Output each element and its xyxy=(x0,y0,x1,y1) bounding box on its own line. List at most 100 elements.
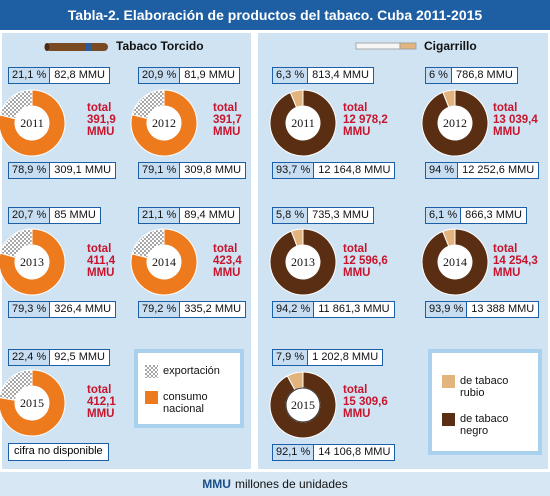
label-bottom-tabaco-2013: 79,3 % 326,4 MMU xyxy=(8,301,117,318)
label-top-cigarrillo-2015: 7,9 % 1 202,8 MMU xyxy=(272,349,384,366)
total-line-cigarrillo-2015-1: 15 309,6 xyxy=(343,396,388,408)
year-label-cigarrillo-2011: 2011 xyxy=(291,116,315,130)
total-tabaco-2011: total 391,9 MMU xyxy=(87,102,116,138)
donut-tabaco-2014: 2014 xyxy=(130,228,198,296)
label-bottom-tabaco-2014: 79,2 % 335,2 MMU xyxy=(138,301,247,318)
donut-hole-cigarrillo-2015 xyxy=(285,387,321,423)
total-line-cigarrillo-2012-0: total xyxy=(493,102,518,114)
legend-tabaco-torcido: exportación consumo nacional xyxy=(134,349,244,428)
total-line-tabaco-2015-0: total xyxy=(87,384,112,396)
label-bottom-cigarrillo-2012-pct: 94 % xyxy=(426,163,459,178)
footer-text: millones de unidades xyxy=(234,477,348,491)
label-bottom-tabaco-2013-pct: 79,3 % xyxy=(9,302,51,317)
donut-cigarrillo-2015: 2015 xyxy=(269,371,337,439)
total-line-tabaco-2014-1: 423,4 xyxy=(213,255,242,267)
total-line-tabaco-2014-0: total xyxy=(213,243,238,255)
year-label-cigarrillo-2015: 2015 xyxy=(291,398,315,412)
label-top-tabaco-2011-pct: 21,1 % xyxy=(9,68,51,83)
donut-tabaco-2012: 2012 xyxy=(130,89,198,157)
donut-tabaco-2011: 2011 xyxy=(0,89,66,157)
total-cigarrillo-2011: total 12 978,2 MMU xyxy=(343,102,388,138)
label-top-tabaco-2011-value: 82,8 MMU xyxy=(54,69,105,81)
footer: MMU millones de unidades xyxy=(0,472,550,496)
legend-label-negro: de tabaco negro xyxy=(460,413,509,437)
label-bottom-cigarrillo-2011-pct: 93,7 % xyxy=(273,163,315,178)
label-bottom-tabaco-2011-pct: 78,9 % xyxy=(9,163,51,178)
legend-cigarrillo: de tabaco rubio de tabaco negro xyxy=(428,349,542,455)
total-line-cigarrillo-2013-0: total xyxy=(343,243,368,255)
label-top-tabaco-2013: 20,7 % 85 MMU xyxy=(8,207,101,224)
legend-swatch-negro xyxy=(442,413,455,426)
label-top-cigarrillo-2012-pct: 6 % xyxy=(426,68,452,83)
label-top-cigarrillo-2012-value: 786,8 MMU xyxy=(455,69,513,81)
year-label-tabaco-2012: 2012 xyxy=(152,116,176,130)
label-bottom-cigarrillo-2015-pct: 92,1 % xyxy=(273,445,315,460)
label-top-cigarrillo-2014: 6,1 % 866,3 MMU xyxy=(425,207,527,224)
label-top-tabaco-2012: 20,9 % 81,9 MMU xyxy=(138,67,240,84)
donut-hole-tabaco-2015 xyxy=(15,386,49,420)
total-line-tabaco-2012-1: 391,7 xyxy=(213,114,242,126)
label-top-cigarrillo-2013: 5,8 % 735,3 MMU xyxy=(272,207,374,224)
slice-tabaco-2013-consumo xyxy=(0,228,66,296)
label-bottom-tabaco-2013-value: 326,4 MMU xyxy=(54,303,112,315)
total-tabaco-2012: total 391,7 MMU xyxy=(213,102,242,138)
total-line-tabaco-2011-2: MMU xyxy=(87,126,115,138)
label-bottom-cigarrillo-2015: 92,1 % 14 106,8 MMU xyxy=(272,444,396,461)
section-title-tabaco-torcido: Tabaco Torcido xyxy=(116,39,204,53)
legend-swatch-consumo xyxy=(145,391,158,404)
label-bottom-tabaco-2014-value: 335,2 MMU xyxy=(184,303,242,315)
label-top-cigarrillo-2014-value: 866,3 MMU xyxy=(465,209,522,221)
label-bottom-tabaco-2012-value: 309,8 MMU xyxy=(184,164,242,176)
total-cigarrillo-2012: total 13 039,4 MMU xyxy=(493,102,538,138)
total-cigarrillo-2015: total 15 309,6 MMU xyxy=(343,384,388,420)
donut-hole-cigarrillo-2013 xyxy=(286,245,320,279)
cigar-icon xyxy=(44,43,108,51)
label-top-tabaco-2013-value: 85 MMU xyxy=(54,209,96,221)
total-line-cigarrillo-2012-2: MMU xyxy=(493,126,521,138)
label-top-cigarrillo-2012: 6 % 786,8 MMU xyxy=(425,67,518,84)
total-line-cigarrillo-2013-1: 12 596,6 xyxy=(343,255,388,267)
legend-swatch-rubio xyxy=(442,375,455,388)
section-title-cigarrillo: Cigarrillo xyxy=(424,39,477,53)
label-top-cigarrillo-2013-value: 735,3 MMU xyxy=(312,209,369,221)
year-label-tabaco-2013: 2013 xyxy=(20,255,44,269)
donut-tabaco-2015: 2015 xyxy=(0,369,66,437)
total-line-tabaco-2012-2: MMU xyxy=(213,126,241,138)
total-line-tabaco-2011-0: total xyxy=(87,102,112,114)
label-top-cigarrillo-2014-pct: 6,1 % xyxy=(426,208,462,223)
label-bottom-cigarrillo-2013-pct: 94,2 % xyxy=(273,302,315,317)
year-label-cigarrillo-2012: 2012 xyxy=(443,116,467,130)
label-top-cigarrillo-2015-value: 1 202,8 MMU xyxy=(312,351,379,363)
label-bottom-tabaco-2011: 78,9 % 309,1 MMU xyxy=(8,162,117,179)
total-line-cigarrillo-2014-0: total xyxy=(493,243,518,255)
legend-label-consumo: consumo nacional xyxy=(163,391,208,415)
total-line-cigarrillo-2013-2: MMU xyxy=(343,267,371,279)
label-top-cigarrillo-2013-pct: 5,8 % xyxy=(273,208,309,223)
label-top-tabaco-2013-pct: 20,7 % xyxy=(9,208,51,223)
total-tabaco-2013: total 411,4 MMU xyxy=(87,243,115,279)
label-bottom-cigarrillo-2015-value: 14 106,8 MMU xyxy=(318,446,391,458)
label-bottom-cigarrillo-2013-value: 11 861,3 MMU xyxy=(318,303,390,315)
total-cigarrillo-2013: total 12 596,6 MMU xyxy=(343,243,388,279)
total-cigarrillo-2014: total 14 254,3 MMU xyxy=(493,243,538,279)
label-top-tabaco-2014: 21,1 % 89,4 MMU xyxy=(138,207,240,224)
slice-tabaco-2012-consumo xyxy=(130,89,198,157)
label-bottom-cigarrillo-2011: 93,7 % 12 164,8 MMU xyxy=(272,162,396,179)
total-line-tabaco-2013-0: total xyxy=(87,243,112,255)
label-bottom-tabaco-2011-value: 309,1 MMU xyxy=(54,164,112,176)
total-line-tabaco-2013-2: MMU xyxy=(87,267,115,279)
total-line-tabaco-2015-1: 412,1 xyxy=(87,396,116,408)
total-tabaco-2014: total 423,4 MMU xyxy=(213,243,242,279)
label-top-cigarrillo-2015-pct: 7,9 % xyxy=(273,350,309,365)
legend-label-rubio: de tabaco rubio xyxy=(460,375,509,399)
total-line-cigarrillo-2015-2: MMU xyxy=(343,408,371,420)
label-top-tabaco-2015: 22,4 % 92,5 MMU xyxy=(8,349,110,366)
label-bottom-cigarrillo-2013: 94,2 % 11 861,3 MMU xyxy=(272,301,395,318)
label-top-tabaco-2015-value: 92,5 MMU xyxy=(54,351,105,363)
year-label-tabaco-2015: 2015 xyxy=(20,396,44,410)
label-bottom-cigarrillo-2012-value: 12 252,6 MMU xyxy=(462,164,535,176)
total-line-tabaco-2012-0: total xyxy=(213,102,238,114)
cigarette-icon xyxy=(355,42,417,50)
label-bottom-cigarrillo-2014-pct: 93,9 % xyxy=(426,302,468,317)
year-label-cigarrillo-2013: 2013 xyxy=(291,255,315,269)
